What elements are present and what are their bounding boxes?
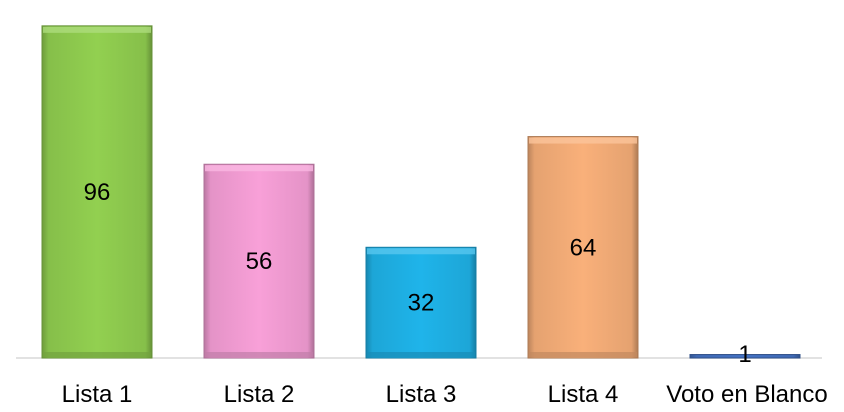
category-label-5: Voto en Blanco (666, 381, 827, 408)
category-labels-group: Lista 1 Lista 2 Lista 3 Lista 4 Voto en Blan… (62, 381, 828, 408)
bar-bevel-4 (529, 137, 637, 144)
bar-lista-2 (203, 163, 315, 359)
bar-bevel-bottom-4 (529, 352, 637, 357)
value-label-3: 32 (408, 290, 435, 317)
value-label-5: 1 (738, 341, 751, 368)
bar-bevel-2 (205, 165, 313, 172)
bar-lista-3 (365, 246, 477, 359)
bar-bevel-3 (367, 248, 475, 255)
bar-bevel-bottom-3 (367, 352, 475, 357)
bar-lista-4 (527, 136, 639, 359)
value-label-1: 96 (84, 179, 111, 206)
value-label-2: 56 (246, 248, 273, 275)
value-labels-group: 96 56 32 64 1 (84, 179, 752, 368)
category-label-2: Lista 2 (224, 381, 295, 408)
bar-bevel-bottom-2 (205, 352, 313, 357)
category-label-1: Lista 1 (62, 381, 133, 408)
value-label-4: 64 (570, 234, 597, 261)
bar-lista-1 (41, 25, 153, 359)
bar-voto-en-blanco (689, 354, 801, 359)
bars-group (41, 25, 801, 359)
category-label-3: Lista 3 (386, 381, 457, 408)
category-label-4: Lista 4 (548, 381, 619, 408)
bar-bevel-1 (43, 26, 151, 33)
bar-bevel-bottom-1 (43, 352, 151, 357)
